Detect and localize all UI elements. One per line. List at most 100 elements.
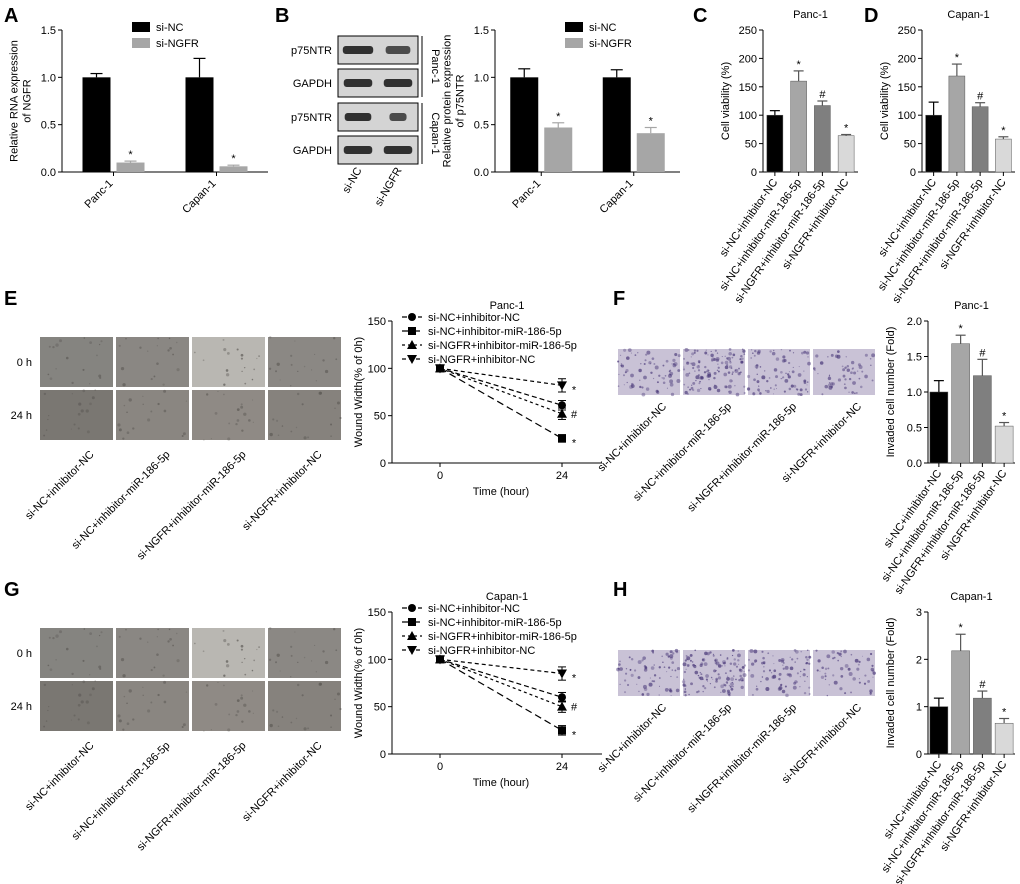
y-tick-label: 150	[368, 316, 386, 328]
cell-dot	[303, 727, 307, 731]
y-tick-label: 1.0	[474, 72, 489, 84]
cell-dot	[176, 632, 178, 635]
cell-dot	[182, 723, 186, 727]
legend-label: si-NGFR+inhibitor-NC	[428, 645, 535, 657]
x-tick-label: 0	[437, 470, 443, 482]
y-tick-label: 0.0	[907, 458, 922, 470]
cell-dot	[637, 660, 642, 665]
cell-dot	[735, 392, 740, 397]
cell-dot	[735, 678, 737, 681]
cell-dot	[241, 370, 243, 373]
cell-dot	[77, 718, 80, 721]
cell-dot	[251, 669, 254, 672]
cell-dot	[723, 372, 728, 377]
cell-dot	[167, 349, 170, 352]
cell-dot	[120, 366, 125, 371]
cell-dot	[688, 693, 690, 696]
cell-dot	[703, 371, 707, 374]
y-axis-label: Relative protein expressionof p75NTR	[442, 35, 467, 168]
cell-dot	[91, 687, 95, 691]
protein-band	[343, 79, 373, 87]
cell-dot	[730, 687, 734, 691]
significance-mark: #	[977, 91, 984, 103]
cell-dot	[693, 351, 696, 354]
cell-dot	[834, 354, 839, 358]
cell-dot	[118, 428, 122, 432]
cell-dot	[241, 720, 244, 723]
cell-dot	[715, 677, 719, 681]
cell-dot	[228, 713, 231, 716]
protein-band	[389, 113, 407, 121]
cell-dot	[824, 384, 829, 389]
cell-dot	[741, 666, 745, 669]
cell-dot	[766, 380, 769, 383]
cell-dot	[728, 351, 732, 356]
cell-dot	[139, 637, 142, 640]
cell-dot	[157, 402, 160, 406]
cell-dot	[169, 346, 172, 350]
cell-dot	[729, 669, 732, 672]
cell-dot	[693, 349, 697, 352]
y-tick-label: 2.0	[907, 316, 922, 328]
y-tick-label: 250	[898, 25, 916, 37]
cell-dot	[730, 677, 735, 682]
cell-dot	[236, 419, 240, 422]
cell-dot	[169, 637, 172, 641]
cell-dot	[712, 654, 715, 657]
cell-dot	[244, 382, 247, 385]
cell-dot	[240, 357, 244, 360]
significance-mark: *	[556, 111, 561, 123]
cell-dot	[721, 665, 723, 667]
cell-dot	[759, 366, 762, 368]
cell-dot	[676, 379, 681, 384]
cell-dot	[782, 376, 785, 379]
cell-dot	[324, 369, 329, 374]
cell-dot	[795, 388, 797, 390]
cell-dot	[334, 407, 336, 409]
cell-dot	[694, 670, 699, 675]
cell-dot	[684, 694, 687, 697]
cell-dot	[747, 374, 751, 379]
y-tick-label: 0.0	[474, 167, 489, 179]
y-tick-label: 2	[916, 654, 922, 666]
cell-dot	[630, 673, 634, 677]
cell-dot	[86, 430, 90, 434]
marker-triangle-up	[557, 701, 567, 711]
cell-dot	[289, 676, 292, 678]
y-axis-label: Wound Width(% of 0h)	[353, 628, 365, 738]
cell-dot	[626, 683, 630, 687]
lane-label: si-NGFR+inhibitor-miR-186-5p	[685, 401, 799, 515]
cell-dot	[727, 371, 731, 374]
cell-dot	[48, 345, 51, 348]
cell-dot	[858, 660, 861, 663]
y-tick-label: 100	[368, 363, 386, 375]
cell-dot	[319, 391, 322, 395]
cell-dot	[258, 355, 260, 357]
cell-dot	[824, 667, 828, 671]
cell-dot	[120, 657, 125, 662]
cell-dot	[132, 427, 135, 430]
cell-dot	[671, 669, 674, 671]
cell-dot	[731, 648, 735, 652]
scratch-image	[40, 390, 113, 440]
cell-dot	[720, 691, 722, 693]
cell-dot	[639, 379, 641, 381]
bar	[971, 106, 989, 173]
cell-dot	[782, 377, 784, 379]
cell-dot	[726, 682, 729, 684]
cell-dot	[726, 657, 729, 659]
cell-dot	[716, 388, 721, 393]
cell-dot	[754, 659, 758, 663]
cell-dot	[128, 689, 132, 693]
cell-dot	[669, 654, 674, 659]
cell-dot	[658, 694, 660, 696]
cell-dot	[780, 659, 785, 663]
cell-dot	[89, 341, 93, 344]
bar	[951, 343, 970, 464]
cell-dot	[236, 699, 240, 703]
cell-dot	[336, 401, 340, 405]
cell-dot	[672, 363, 675, 365]
cell-dot	[780, 349, 783, 351]
lane-label: si-NC+inhibitor-NC	[23, 449, 97, 523]
legend-swatch	[565, 38, 583, 48]
